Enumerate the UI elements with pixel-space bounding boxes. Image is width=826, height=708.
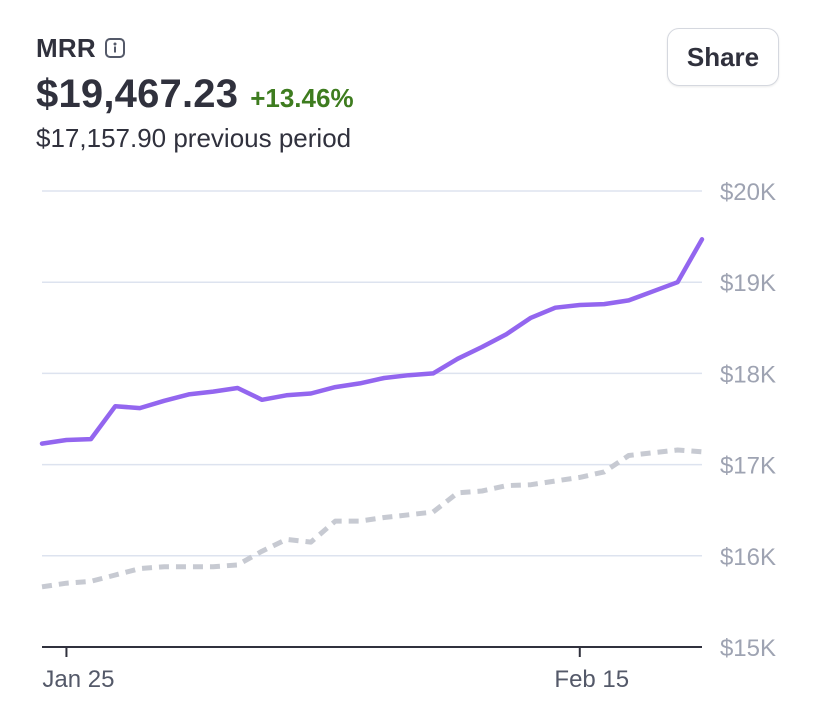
y-tick-label: $15K bbox=[720, 635, 776, 662]
previous-period-value: $17,157.90 previous period bbox=[36, 123, 352, 153]
x-tick-label: Jan 25 bbox=[42, 666, 114, 693]
y-tick-label: $17K bbox=[720, 453, 776, 480]
y-tick-label: $20K bbox=[720, 179, 776, 206]
previous-period-line bbox=[41, 447, 703, 590]
metric-header: MRR $19,467.23 +13.46% $17,157.90 previo… bbox=[36, 30, 354, 154]
y-tick-label: $18K bbox=[720, 361, 776, 388]
value-row: $19,467.23 +13.46% bbox=[36, 72, 354, 117]
x-tick-label: Feb 15 bbox=[554, 666, 629, 693]
y-tick-label: $19K bbox=[720, 270, 776, 297]
change-percent: +13.46% bbox=[250, 83, 354, 113]
share-button[interactable]: Share bbox=[667, 28, 779, 86]
title-row: MRR bbox=[36, 30, 354, 66]
info-icon[interactable] bbox=[104, 37, 126, 59]
metric-value: $19,467.23 bbox=[36, 72, 239, 116]
metric-title: MRR bbox=[36, 32, 96, 63]
current-period-line bbox=[39, 237, 705, 446]
y-tick-label: $16K bbox=[720, 544, 776, 571]
